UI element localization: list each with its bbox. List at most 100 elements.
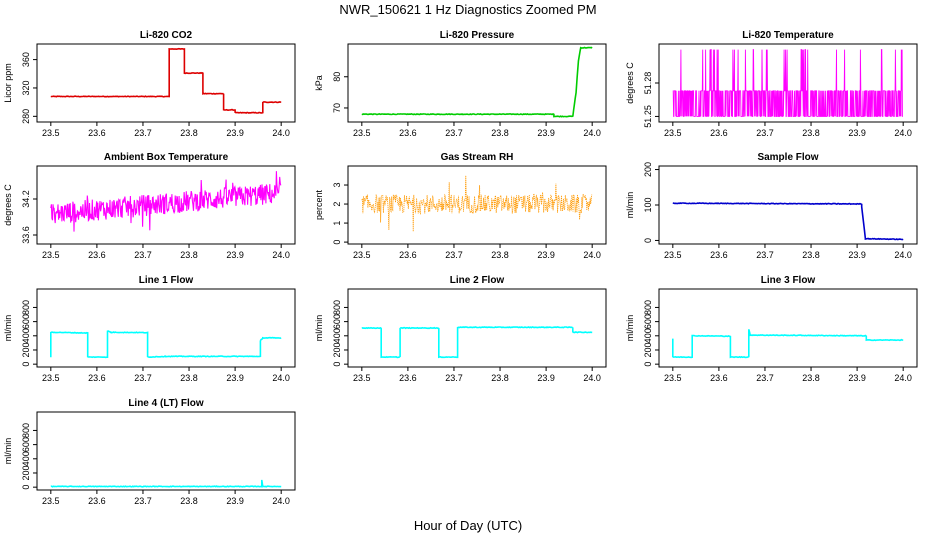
panel-5-title: Gas Stream RH bbox=[441, 152, 514, 163]
panel-1-series-line bbox=[50, 47, 282, 114]
panel-9-xtick-label: 23.9 bbox=[848, 373, 866, 383]
panel-7-ytick-label: 200 bbox=[21, 342, 31, 357]
panel-9-title: Line 3 Flow bbox=[761, 275, 816, 286]
panel-7-xtick-label: 23.9 bbox=[226, 373, 244, 383]
panel-6-xtick-label: 23.7 bbox=[756, 250, 774, 260]
panel-3-xtick-label: 23.8 bbox=[802, 128, 820, 138]
panel-7-ytick-label: 600 bbox=[21, 314, 31, 329]
panel-4-xtick-label: 23.6 bbox=[88, 250, 106, 260]
panel-10-title: Line 4 (LT) Flow bbox=[128, 398, 204, 409]
panel-7-xtick-label: 23.8 bbox=[180, 373, 198, 383]
panel-8-series-line bbox=[361, 326, 593, 359]
panel-7-xtick-label: 23.5 bbox=[42, 373, 60, 383]
panel-9-series-line bbox=[671, 329, 904, 359]
panel-1-ytick-label: 360 bbox=[21, 52, 31, 67]
panel-6-xtick-label: 24.0 bbox=[894, 250, 912, 260]
panel-5-ytick-label: 3 bbox=[332, 183, 342, 188]
panel-3-ytick-label: 51.28 bbox=[643, 72, 653, 95]
panel-10-ytick-label: 600 bbox=[21, 437, 31, 452]
panel-2-xtick-label: 23.6 bbox=[399, 128, 417, 138]
panel-1-xtick-label: 23.5 bbox=[42, 128, 60, 138]
panel-9-xtick-label: 24.0 bbox=[894, 373, 912, 383]
panel-9-ytick-label: 800 bbox=[643, 300, 653, 315]
panel-6-xtick-label: 23.8 bbox=[802, 250, 820, 260]
panel-10-ylabel: ml/min bbox=[3, 438, 13, 465]
panel-9-frame bbox=[658, 288, 918, 368]
panel-7-ylabel: ml/min bbox=[3, 315, 13, 342]
panel-10-frame bbox=[36, 411, 296, 491]
figure-title: NWR_150621 1 Hz Diagnostics Zoomed PM bbox=[339, 2, 597, 17]
panel-7-frame bbox=[36, 288, 296, 368]
panel-3-xtick-label: 23.6 bbox=[710, 128, 728, 138]
panel-9-xtick-label: 23.8 bbox=[802, 373, 820, 383]
panel-10-ytick-label: 0 bbox=[21, 485, 31, 490]
panel-6-ytick-label: 0 bbox=[643, 238, 653, 243]
panel-2-title: Li-820 Pressure bbox=[440, 30, 515, 41]
panel-1-ytick-label: 280 bbox=[21, 109, 31, 124]
panel-10-xtick-label: 23.5 bbox=[42, 496, 60, 506]
panel-10-xtick-label: 23.9 bbox=[226, 496, 244, 506]
panel-9-ytick-label: 600 bbox=[643, 314, 653, 329]
panel-10-ytick-label: 400 bbox=[21, 451, 31, 466]
panel-7-xtick-label: 23.7 bbox=[134, 373, 152, 383]
panel-10-xtick-label: 23.8 bbox=[180, 496, 198, 506]
panel-3-xtick-label: 23.7 bbox=[756, 128, 774, 138]
panel-2-xtick-label: 23.9 bbox=[537, 128, 555, 138]
panel-3-xtick-label: 24.0 bbox=[894, 128, 912, 138]
panel-2-xtick-label: 23.8 bbox=[491, 128, 509, 138]
panel-9-ytick-label: 200 bbox=[643, 342, 653, 357]
panel-7-xtick-label: 24.0 bbox=[272, 373, 290, 383]
panel-8-xtick-label: 23.8 bbox=[491, 373, 509, 383]
panel-4-ytick-label: 34.2 bbox=[21, 190, 31, 208]
panel-8-ytick-label: 0 bbox=[332, 362, 342, 367]
panel-5-ytick-label: 1 bbox=[332, 221, 342, 226]
panel-4-series-line bbox=[50, 171, 282, 232]
panel-10-xtick-label: 23.6 bbox=[88, 496, 106, 506]
panel-2-ytick-label: 80 bbox=[332, 72, 342, 82]
panel-9-xtick-label: 23.7 bbox=[756, 373, 774, 383]
panel-6-ytick-label: 200 bbox=[643, 162, 653, 177]
panel-8-xtick-label: 23.5 bbox=[353, 373, 371, 383]
panel-9-xtick-label: 23.6 bbox=[710, 373, 728, 383]
panel-2-series-line bbox=[361, 46, 593, 118]
panel-5-ylabel: percent bbox=[314, 189, 324, 220]
panel-9-ytick-label: 0 bbox=[643, 362, 653, 367]
panel-1-xtick-label: 23.8 bbox=[180, 128, 198, 138]
panel-6-ytick-label: 100 bbox=[643, 197, 653, 212]
panel-4-xtick-label: 23.5 bbox=[42, 250, 60, 260]
panel-3-ytick-label: 51.25 bbox=[643, 105, 653, 128]
panel-3-series-line bbox=[672, 49, 903, 117]
panel-1-xtick-label: 23.9 bbox=[226, 128, 244, 138]
panel-6-series-line bbox=[672, 202, 904, 241]
panel-8-xtick-label: 23.9 bbox=[537, 373, 555, 383]
panel-4-xtick-label: 23.7 bbox=[134, 250, 152, 260]
panel-3-xtick-label: 23.5 bbox=[664, 128, 682, 138]
panel-8-frame bbox=[347, 288, 607, 368]
panel-10-ytick-label: 200 bbox=[21, 465, 31, 480]
panel-6-frame bbox=[658, 165, 918, 245]
panel-8-xtick-label: 24.0 bbox=[583, 373, 601, 383]
panel-5-ytick-label: 2 bbox=[332, 202, 342, 207]
panel-6-ylabel: ml/min bbox=[625, 192, 635, 219]
panel-9-ylabel: ml/min bbox=[625, 315, 635, 342]
panel-7-ytick-label: 800 bbox=[21, 300, 31, 315]
panel-5-xtick-label: 23.7 bbox=[445, 250, 463, 260]
panel-1-ytick-label: 320 bbox=[21, 80, 31, 95]
panel-6-title: Sample Flow bbox=[757, 152, 818, 163]
panel-5-frame bbox=[347, 165, 607, 245]
panel-10-series-line bbox=[50, 479, 282, 488]
panel-2-ytick-label: 70 bbox=[332, 103, 342, 113]
panel-8-xtick-label: 23.7 bbox=[445, 373, 463, 383]
panel-4-xtick-label: 23.8 bbox=[180, 250, 198, 260]
panel-4-frame bbox=[36, 165, 296, 245]
panel-5-ytick-label: 0 bbox=[332, 240, 342, 245]
panel-7-ytick-label: 0 bbox=[21, 362, 31, 367]
panel-1-xtick-label: 23.6 bbox=[88, 128, 106, 138]
panel-2-xtick-label: 23.5 bbox=[353, 128, 371, 138]
panel-7-xtick-label: 23.6 bbox=[88, 373, 106, 383]
panel-2-frame bbox=[347, 43, 607, 123]
panel-4-xtick-label: 24.0 bbox=[272, 250, 290, 260]
panel-8-ytick-label: 600 bbox=[332, 314, 342, 329]
